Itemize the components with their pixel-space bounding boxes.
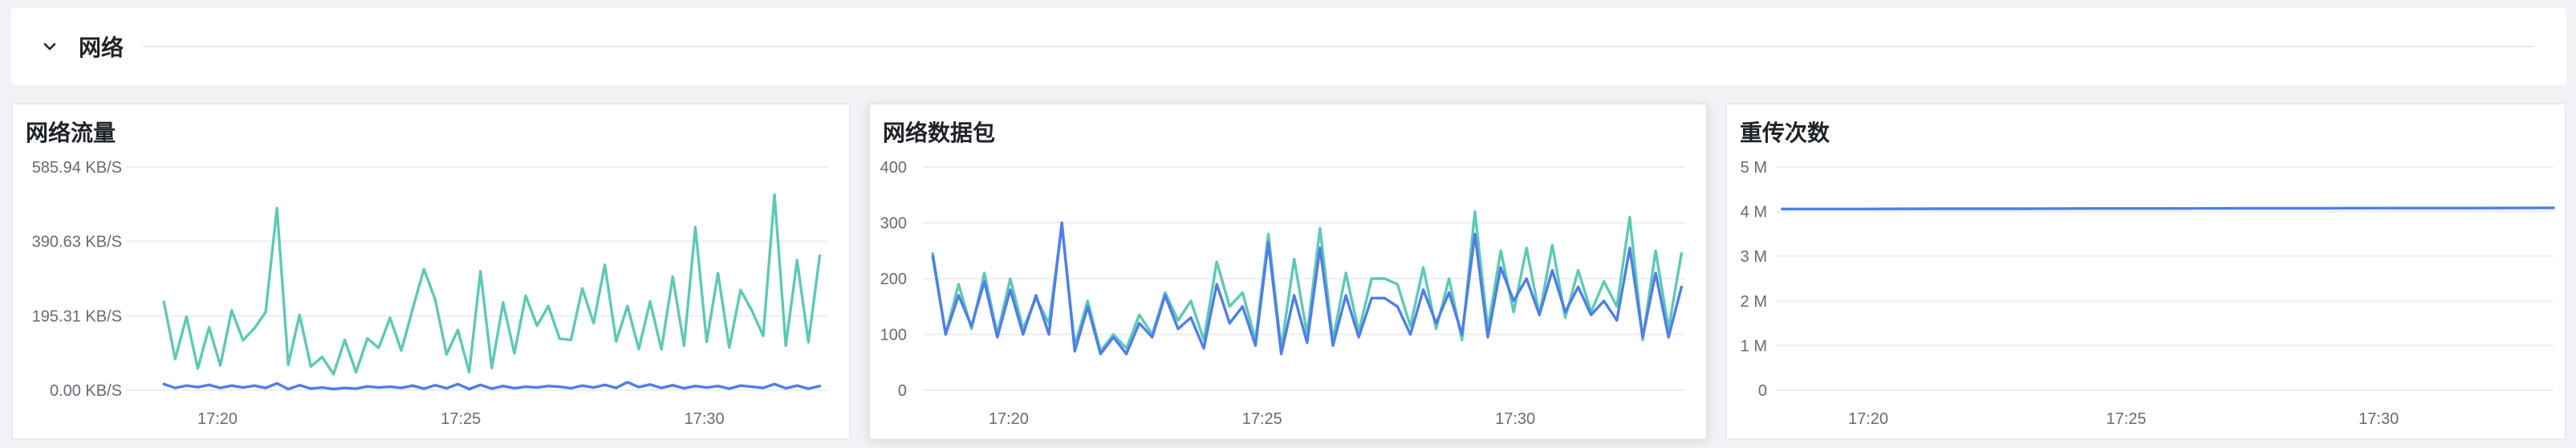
chevron-down-icon[interactable]	[39, 35, 61, 58]
y-tick-label: 4 M	[1741, 204, 1767, 222]
y-tick-label: 0	[1758, 382, 1767, 400]
series-line-1[interactable]	[931, 210, 1683, 353]
panel-title: 网络流量	[26, 120, 116, 145]
network-packets-panel: 网络数据包 400 300 200 100 0 17:20 17:25 17:30	[868, 103, 1708, 440]
x-tick-label: 17:30	[1495, 410, 1535, 428]
series-line-1[interactable]	[1781, 206, 2555, 211]
x-tick-label: 17:25	[1242, 410, 1282, 428]
section-divider	[143, 46, 2534, 47]
y-tick-label: 100	[880, 327, 907, 344]
y-tick-label: 0.00 KB/S	[50, 382, 122, 400]
y-tick-label: 200	[880, 271, 907, 288]
network-traffic-panel: 网络流量 585.94 KB/S 390.63 KB/S 195.31 KB/S 0.…	[11, 103, 851, 440]
x-tick-label: 17:30	[685, 410, 725, 428]
panel-title: 网络数据包	[883, 120, 996, 145]
y-tick-label: 195.31 KB/S	[32, 307, 122, 325]
y-tick-label: 1 M	[1741, 337, 1767, 355]
section-title: 网络	[79, 35, 124, 60]
y-tick-label: 5 M	[1741, 159, 1767, 177]
series-line-2[interactable]	[931, 221, 1683, 356]
y-tick-label: 390.63 KB/S	[32, 234, 122, 251]
x-tick-label: 17:30	[2359, 410, 2399, 428]
x-tick-label: 17:20	[197, 410, 238, 428]
retransmissions-panel: 重传次数 5 M 4 M 3 M 2 M 1 M 0 17:20 17:25 17:30	[1725, 103, 2566, 440]
network-packets-chart[interactable]: 400 300 200 100 0 17:20 17:25 17:30	[870, 104, 1709, 442]
series-line-2[interactable]	[162, 381, 822, 391]
y-tick-label: 2 M	[1741, 293, 1767, 311]
x-tick-label: 17:25	[2106, 410, 2146, 428]
network-traffic-chart[interactable]: 585.94 KB/S 390.63 KB/S 195.31 KB/S 0.00 KB…	[13, 104, 852, 442]
y-tick-label: 300	[880, 215, 907, 233]
x-tick-label: 17:20	[989, 410, 1029, 428]
panel-title: 重传次数	[1740, 120, 1830, 145]
y-tick-label: 0	[898, 382, 907, 400]
series-line-1[interactable]	[162, 193, 822, 376]
y-tick-label: 3 M	[1741, 248, 1767, 266]
y-tick-label: 585.94 KB/S	[32, 159, 122, 177]
x-tick-label: 17:25	[441, 410, 481, 428]
y-tick-label: 400	[880, 159, 907, 177]
retransmissions-chart[interactable]: 5 M 4 M 3 M 2 M 1 M 0 17:20 17:25 17:30	[1727, 104, 2568, 442]
x-tick-label: 17:20	[1848, 410, 1888, 428]
network-section-header: 网络	[11, 8, 2566, 85]
